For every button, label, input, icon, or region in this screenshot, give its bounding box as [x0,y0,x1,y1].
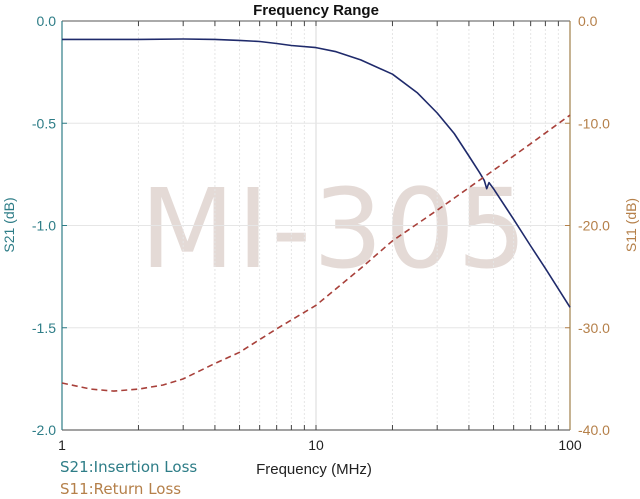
y-right-tick-label: 0.0 [578,13,598,29]
x-tick-label: 10 [308,437,324,453]
y-left-label: S21 (dB) [1,197,17,252]
series-s21-line [62,38,571,308]
y-right-tick-label: -10.0 [578,115,610,131]
x-axis-label: Frequency (MHz) [256,461,372,478]
chart-title: Frequency Range [253,2,379,19]
legend-s21: S21:Insertion Loss [60,458,198,476]
x-tick-label: 1 [58,437,66,453]
y-left-tick-label: -0.5 [32,115,56,131]
y-left-tick-label: -1.5 [32,320,56,336]
y-right-tick-label: -20.0 [578,218,610,234]
y-right-tick-label: -40.0 [578,422,610,438]
y-left-tick-label: 0.0 [37,13,57,29]
x-tick-label: 100 [558,437,582,453]
legend-s11: S11:Return Loss [60,480,182,498]
y-right-label: S11 (dB) [623,198,639,252]
axes: 0.0 -0.5 -1.0 -1.5 -2.0 0.0 -10.0 -20.0 -30.0 -40… [32,13,610,453]
y-left-tick-label: -1.0 [32,218,56,234]
grid [62,21,570,430]
y-left-tick-label: -2.0 [32,422,56,438]
y-right-tick-label: -30.0 [578,320,610,336]
series [61,38,571,392]
